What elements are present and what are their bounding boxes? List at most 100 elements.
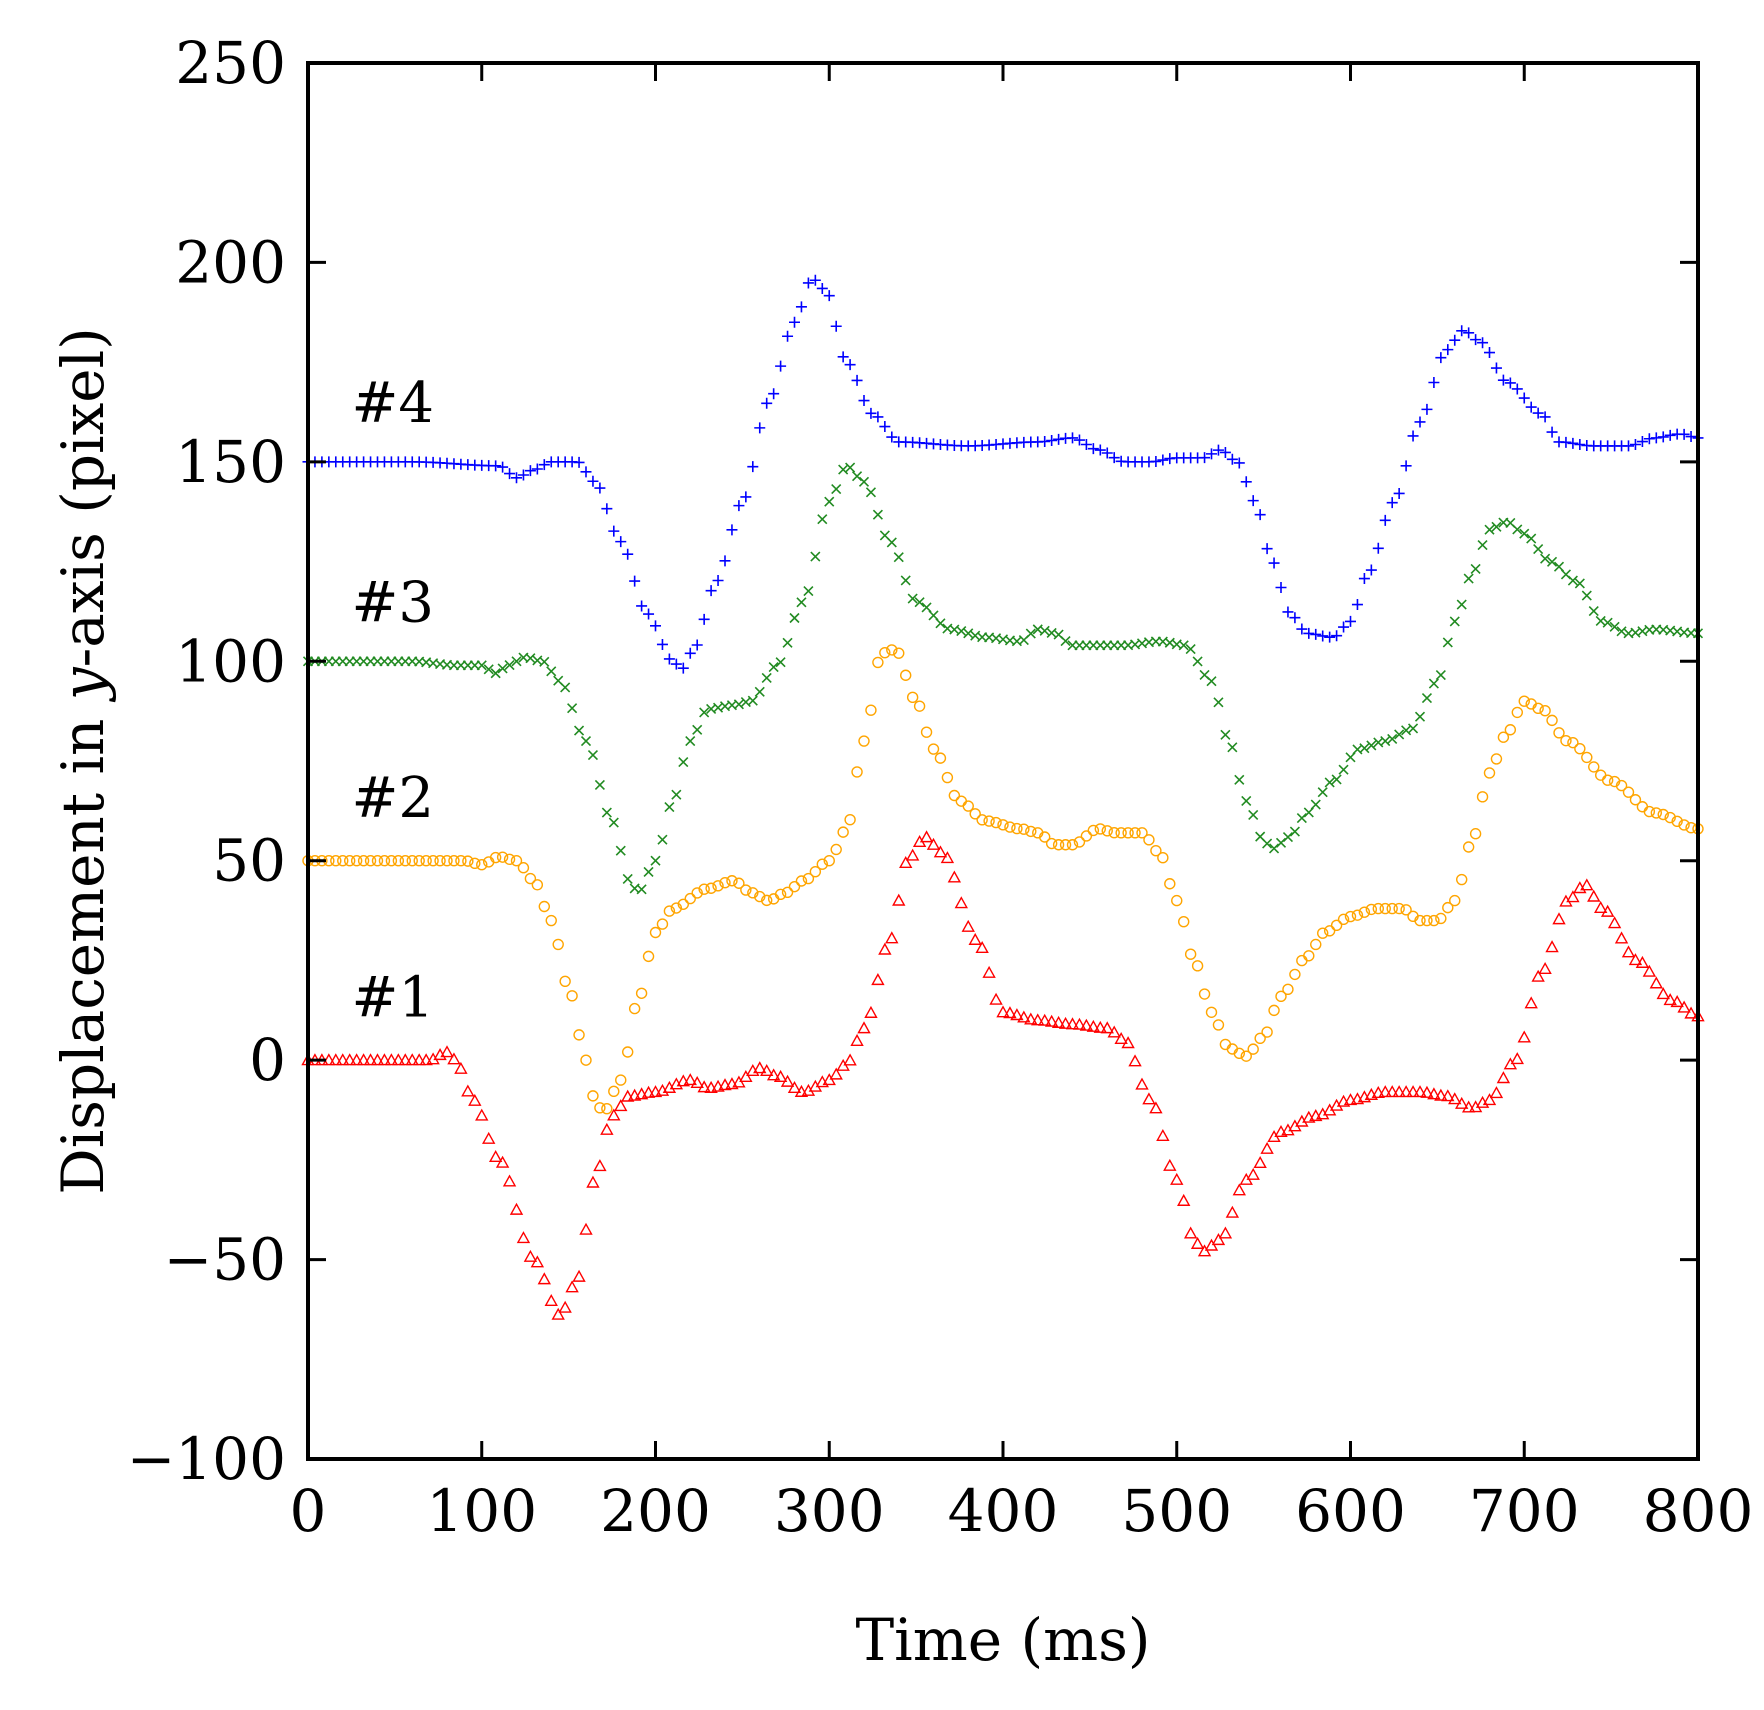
data-point [1519,528,1530,539]
data-point [622,548,634,560]
data-point [1427,1087,1441,1100]
data-point [455,855,467,867]
data-point [1614,931,1629,944]
data-point [691,639,703,651]
data-point [356,1053,371,1066]
data-point [1670,995,1684,1008]
data-point [1518,392,1530,404]
data-point [650,620,661,632]
data-point [1039,435,1051,447]
x-tick-label: 300 [774,1477,885,1545]
y-tick-label: 250 [175,29,286,97]
data-point [913,700,926,712]
data-point [503,853,516,866]
data-point [1650,807,1663,819]
y-tick-label: −50 [164,1226,286,1294]
data-point [1359,743,1370,754]
data-point [511,472,522,484]
data-point [1504,377,1516,389]
data-point [775,360,787,372]
data-point [1594,769,1607,781]
data-point [739,1069,753,1082]
data-point [1435,912,1447,925]
data-point [801,1083,816,1096]
data-point [641,1085,656,1098]
data-point [1213,697,1224,708]
data-point [1656,987,1670,1000]
data-point [1442,344,1454,356]
data-point [545,914,557,927]
data-point [1233,457,1245,469]
data-point [1461,1100,1476,1113]
data-point [1526,533,1537,544]
data-point [844,359,856,371]
data-point [370,1053,385,1066]
data-point [1546,556,1558,567]
data-point [1393,902,1405,915]
data-point [1490,753,1503,765]
data-point [516,1231,531,1244]
data-point [982,965,996,978]
data-point [1122,827,1134,839]
data-point [1428,376,1440,388]
data-point [1441,1089,1455,1102]
data-point [1533,543,1544,555]
data-point [593,1159,607,1172]
data-point [1212,444,1224,456]
data-point [1260,1141,1274,1154]
series-3 [302,462,1704,895]
data-point [1553,727,1565,739]
y-tick-label: 200 [175,228,286,296]
data-point [524,465,536,477]
data-point [996,1005,1010,1018]
data-point [656,638,668,650]
data-point [1199,452,1211,464]
data-point [1038,1013,1052,1026]
data-point [1386,902,1398,915]
data-point [795,301,807,313]
data-point [1456,599,1467,610]
data-point [504,468,516,480]
data-point [1003,1006,1017,1019]
data-point [1065,1017,1080,1030]
data-point [983,815,995,827]
data-point [1268,843,1280,854]
data-point [961,919,975,932]
data-point [343,1053,357,1066]
x-axis-title: Time (ms) [855,1606,1150,1674]
data-point [1413,1085,1427,1098]
data-point [1615,779,1628,792]
data-point [643,608,655,620]
data-point [780,1074,795,1087]
data-point [1330,919,1343,932]
data-point [1580,878,1594,891]
data-point [615,845,626,856]
data-point [1261,543,1273,555]
data-point [1157,454,1169,466]
data-point [1206,448,1217,460]
data-point [635,987,648,999]
data-point [684,892,696,905]
data-point [954,896,968,909]
data-point [1101,825,1113,837]
data-point [1248,809,1259,820]
data-point [1484,347,1495,359]
data-point [886,431,898,443]
data-point [1602,617,1613,628]
data-point [1574,578,1585,589]
data-point [858,735,870,747]
data-point [502,1174,517,1187]
data-point [1532,407,1544,419]
data-point [650,855,661,866]
data-point [349,1053,364,1066]
data-point [594,1102,606,1114]
data-point [1358,573,1370,585]
data-point [1567,437,1579,449]
data-point [914,597,925,608]
data-point [461,1084,475,1097]
data-point [482,1131,496,1144]
data-point [1080,830,1093,842]
data-point [893,552,904,563]
data-point [378,855,391,867]
data-point [1171,894,1183,907]
